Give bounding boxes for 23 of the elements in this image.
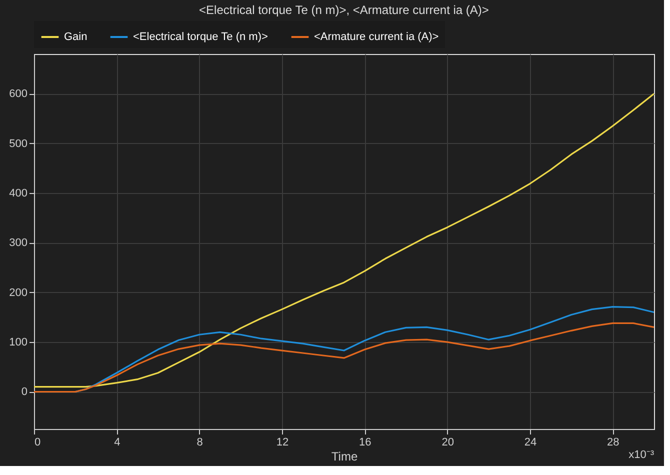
x-tick-label: 12 bbox=[276, 436, 289, 448]
x-tick-label: 0 bbox=[34, 436, 41, 448]
y-tick-label: 600 bbox=[9, 88, 28, 100]
x-tick-label: 20 bbox=[442, 436, 454, 448]
text: x10⁻³ bbox=[628, 449, 654, 461]
x-tick-label: 28 bbox=[607, 436, 620, 448]
y-tick-label: 500 bbox=[9, 138, 28, 150]
line-series bbox=[34, 92, 654, 388]
x-tick-label: 24 bbox=[524, 436, 537, 448]
y-tick-label: 200 bbox=[9, 286, 28, 299]
x-tick-label: 8 bbox=[196, 436, 203, 448]
legend-label: <Armature current ia (A)> bbox=[314, 31, 439, 43]
legend-label: <Electrical torque Te (n m)> bbox=[133, 31, 268, 43]
y-tick-label: 100 bbox=[9, 336, 28, 349]
legend-label: Gain bbox=[64, 31, 88, 43]
line-series bbox=[34, 322, 654, 393]
x-axis-title: Time bbox=[331, 450, 358, 464]
y-tick-label: 300 bbox=[9, 237, 28, 250]
y-tick-label: 0 bbox=[21, 386, 28, 398]
y-tick-label: 400 bbox=[9, 188, 28, 200]
x-tick-label: 4 bbox=[114, 436, 120, 448]
x-tick-label: 16 bbox=[359, 436, 372, 448]
chart-title: <Electrical torque Te (n m)>, <Armature current ia (A)> bbox=[199, 3, 489, 17]
